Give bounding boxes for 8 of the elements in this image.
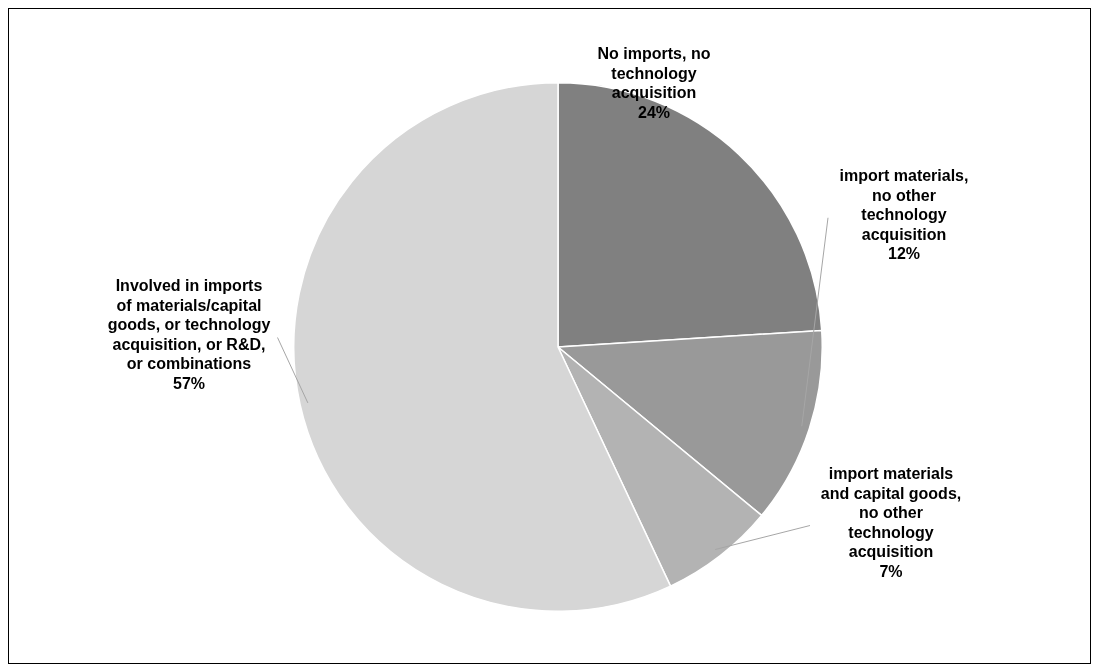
data-label: 12% <box>887 245 921 263</box>
slice-label: Involved in imports of materials/capital goods, or technology acquisition, or R&D, or combinations <box>107 277 271 373</box>
data-label: 24% <box>637 103 671 121</box>
slice-label: import materials, no other technology acquisition <box>839 167 969 243</box>
data-label: 57% <box>172 374 206 392</box>
slice-label: import materials and capital goods, no other technology acquisition <box>820 465 962 561</box>
data-label: 7% <box>879 562 903 580</box>
slice-label: No imports, no technology acquisition <box>597 45 711 102</box>
